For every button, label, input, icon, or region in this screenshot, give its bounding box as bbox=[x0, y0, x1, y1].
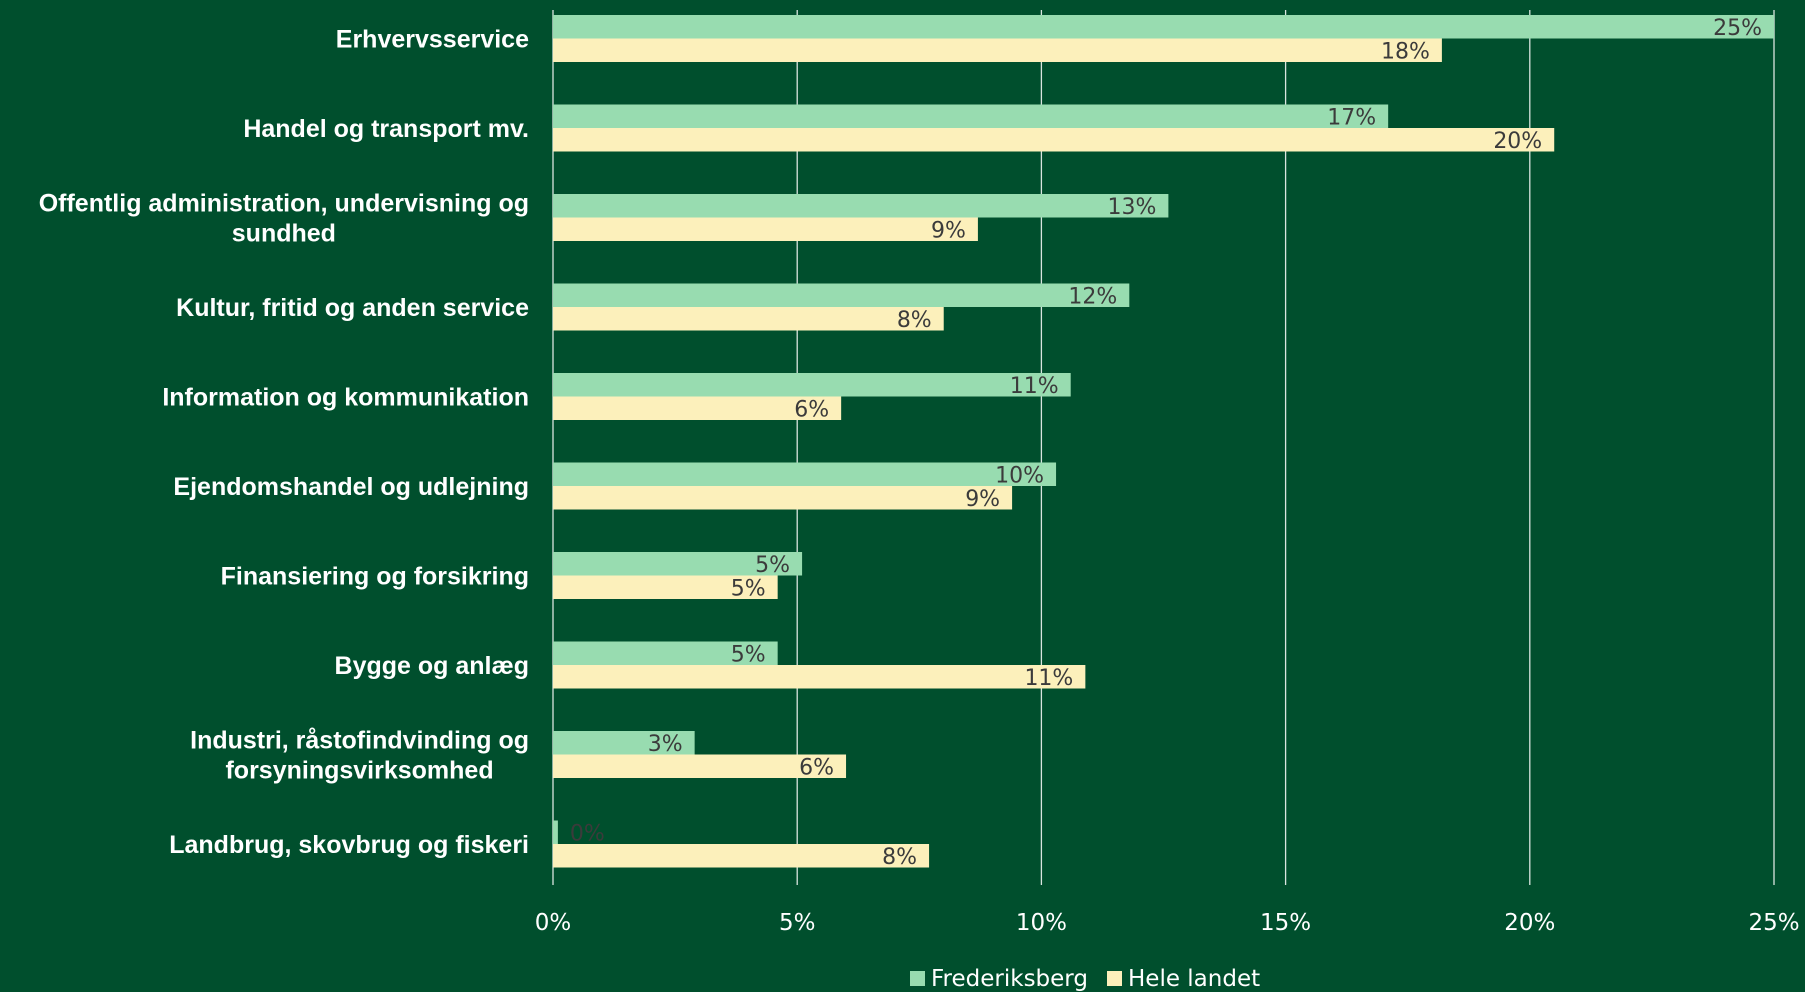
legend-label: Frederiksberg bbox=[931, 966, 1088, 992]
bar-series2 bbox=[553, 217, 978, 241]
x-tick-label: 25% bbox=[1748, 910, 1799, 936]
category-label: Landbrug, skovbrug og fiskeri bbox=[169, 831, 529, 859]
category-label: Bygge og anlæg bbox=[335, 652, 529, 680]
data-label: 12% bbox=[1068, 284, 1117, 309]
category-labels: Erhvervsservice Handel og transport mv. Of… bbox=[39, 26, 529, 860]
data-label: 0% bbox=[570, 821, 605, 846]
data-label: 5% bbox=[755, 553, 790, 578]
bar-series2 bbox=[553, 396, 842, 420]
bar-series2 bbox=[553, 575, 778, 599]
legend: Frederiksberg Hele landet bbox=[910, 966, 1260, 992]
data-label: 11% bbox=[1010, 374, 1059, 399]
data-label: 13% bbox=[1107, 195, 1156, 220]
data-label: 10% bbox=[995, 463, 1044, 488]
legend-swatch bbox=[910, 971, 925, 986]
bar-series2 bbox=[553, 844, 930, 868]
category-label: Industri, råstofindvinding og bbox=[190, 727, 529, 755]
x-tick-label: 5% bbox=[779, 910, 816, 936]
x-tick-label: 0% bbox=[535, 910, 572, 936]
bar-series1 bbox=[553, 373, 1071, 397]
bar-series1 bbox=[553, 820, 558, 844]
category-label: Ejendomshandel og udlejning bbox=[173, 473, 529, 501]
x-tick-label: 10% bbox=[1016, 910, 1067, 936]
legend-label: Hele landet bbox=[1128, 966, 1260, 992]
bar-series2 bbox=[553, 665, 1086, 689]
bar-series1 bbox=[553, 194, 1169, 218]
data-label: 9% bbox=[965, 487, 1000, 512]
data-label: 6% bbox=[794, 397, 829, 422]
bar-series2 bbox=[553, 754, 847, 778]
bar-series1 bbox=[553, 731, 695, 755]
data-label: 6% bbox=[799, 755, 834, 780]
category-label: Offentlig administration, undervisning o… bbox=[39, 190, 529, 218]
bar-series2 bbox=[553, 486, 1013, 510]
data-label: 8% bbox=[897, 308, 932, 333]
category-label: forsyningsvirksomhed bbox=[225, 757, 493, 785]
data-label: 11% bbox=[1024, 666, 1073, 691]
category-label: Erhvervsservice bbox=[336, 26, 529, 54]
category-label: Finansiering og forsikring bbox=[221, 563, 529, 591]
bar-series1 bbox=[553, 552, 803, 576]
data-label: 3% bbox=[648, 732, 683, 757]
bar-series1 bbox=[553, 283, 1130, 307]
category-label: sundhed bbox=[232, 220, 336, 248]
bar-series1 bbox=[553, 462, 1057, 486]
bar-series2 bbox=[553, 128, 1555, 152]
bar-series2 bbox=[553, 38, 1442, 62]
bar-series1 bbox=[553, 15, 1774, 39]
category-label: Handel og transport mv. bbox=[243, 115, 529, 143]
bar-series1 bbox=[553, 641, 778, 665]
data-label: 5% bbox=[731, 642, 766, 667]
data-label: 25% bbox=[1713, 16, 1762, 41]
bar-series2 bbox=[553, 307, 944, 331]
category-label: Information og kommunikation bbox=[162, 384, 529, 412]
data-label: 18% bbox=[1381, 39, 1430, 64]
data-label: 8% bbox=[882, 845, 917, 870]
data-label: 5% bbox=[731, 576, 766, 601]
x-tick-label: 15% bbox=[1260, 910, 1311, 936]
data-label: 20% bbox=[1493, 129, 1542, 154]
category-label: Kultur, fritid og anden service bbox=[176, 294, 529, 322]
x-tick-label: 20% bbox=[1504, 910, 1555, 936]
legend-swatch bbox=[1107, 971, 1122, 986]
data-label: 9% bbox=[931, 218, 966, 243]
data-label: 17% bbox=[1327, 105, 1376, 130]
x-axis-ticks: 0% 5% 10% 15% 20% 25% bbox=[535, 910, 1800, 936]
bars bbox=[553, 15, 1774, 868]
bar-series1 bbox=[553, 104, 1389, 128]
data-labels: 25%18%17%20%13%9%12%8%11%6%10%9%5%5%5%11… bbox=[570, 16, 1762, 870]
